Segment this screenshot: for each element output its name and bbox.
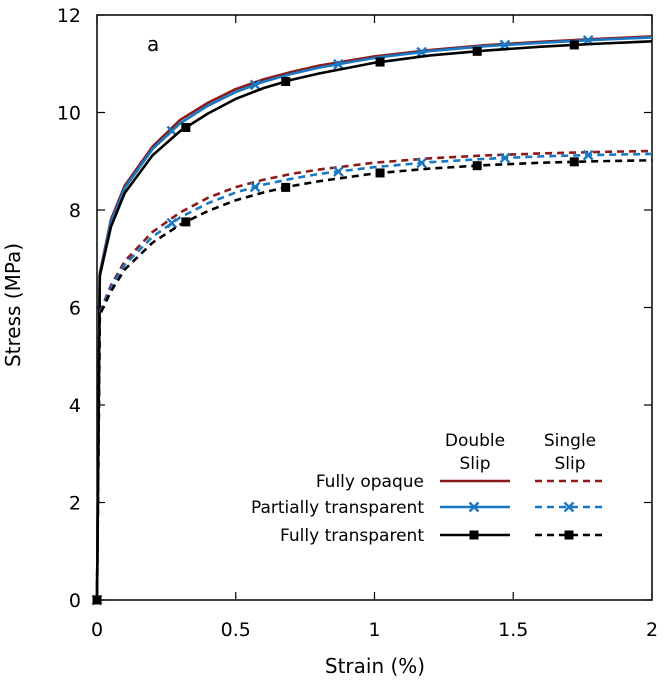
data-point bbox=[499, 152, 511, 164]
data-point bbox=[569, 40, 579, 50]
legend-row-label: Fully transparent bbox=[280, 526, 424, 546]
data-point bbox=[472, 161, 482, 171]
legend: Double Slip Single Slip Fully opaque Partiall… bbox=[251, 431, 605, 546]
x-tick-label: 0.5 bbox=[221, 619, 251, 641]
y-tick-label: 8 bbox=[69, 200, 81, 222]
series-line bbox=[95, 149, 653, 601]
x-axis-label: Strain (%) bbox=[325, 654, 425, 678]
legend-row-label: Fully opaque bbox=[316, 472, 424, 492]
data-point bbox=[582, 149, 594, 161]
x-tick-label: 1.5 bbox=[498, 619, 528, 641]
data-point bbox=[472, 46, 482, 56]
y-axis-label: Stress (MPa) bbox=[1, 243, 25, 367]
legend-column-header: Double bbox=[445, 431, 505, 451]
legend-column-header: Slip bbox=[459, 454, 490, 474]
data-point bbox=[333, 166, 344, 177]
legend-marker bbox=[563, 501, 575, 513]
series-fully-opaque-single-slip bbox=[95, 149, 653, 601]
y-tick-label: 4 bbox=[69, 395, 81, 417]
data-point bbox=[92, 595, 102, 605]
x-tick-label: 0 bbox=[91, 619, 103, 641]
legend-marker bbox=[564, 530, 574, 540]
panel-label: a bbox=[147, 32, 159, 56]
x-tick-label: 2 bbox=[646, 619, 658, 641]
legend-row-label: Partially transparent bbox=[251, 498, 424, 518]
legend-marker bbox=[468, 501, 480, 513]
y-tick-label: 2 bbox=[69, 493, 81, 515]
series-partially-transparent-single-slip bbox=[91, 149, 653, 606]
data-point bbox=[166, 125, 178, 137]
y-tick-label: 12 bbox=[57, 5, 81, 27]
data-point bbox=[416, 157, 428, 169]
data-point bbox=[569, 157, 579, 167]
data-point bbox=[166, 217, 178, 229]
y-tick-label: 0 bbox=[69, 590, 81, 612]
series-partially-transparent-double-slip bbox=[91, 34, 653, 606]
series-fully-transparent-single-slip bbox=[92, 157, 653, 605]
data-point bbox=[333, 58, 344, 70]
series-line bbox=[95, 40, 653, 601]
data-point bbox=[281, 76, 291, 86]
data-point bbox=[249, 181, 261, 193]
legend-column-header: Single bbox=[544, 431, 596, 451]
data-point bbox=[181, 123, 191, 133]
x-tick-label: 1 bbox=[368, 619, 380, 641]
series-group bbox=[91, 34, 653, 606]
data-point bbox=[181, 217, 191, 227]
legend-marker bbox=[469, 530, 479, 540]
y-tick-label: 10 bbox=[57, 103, 81, 125]
data-point bbox=[375, 57, 385, 67]
data-point bbox=[375, 168, 385, 178]
data-point bbox=[249, 79, 261, 91]
legend-column-header: Slip bbox=[554, 454, 585, 474]
y-tick-label: 6 bbox=[69, 298, 81, 320]
series-line bbox=[95, 158, 653, 601]
data-point bbox=[281, 182, 291, 192]
ticks: 0 0.5 1 1.5 2 0 2 4 6 8 10 12 bbox=[57, 5, 658, 641]
